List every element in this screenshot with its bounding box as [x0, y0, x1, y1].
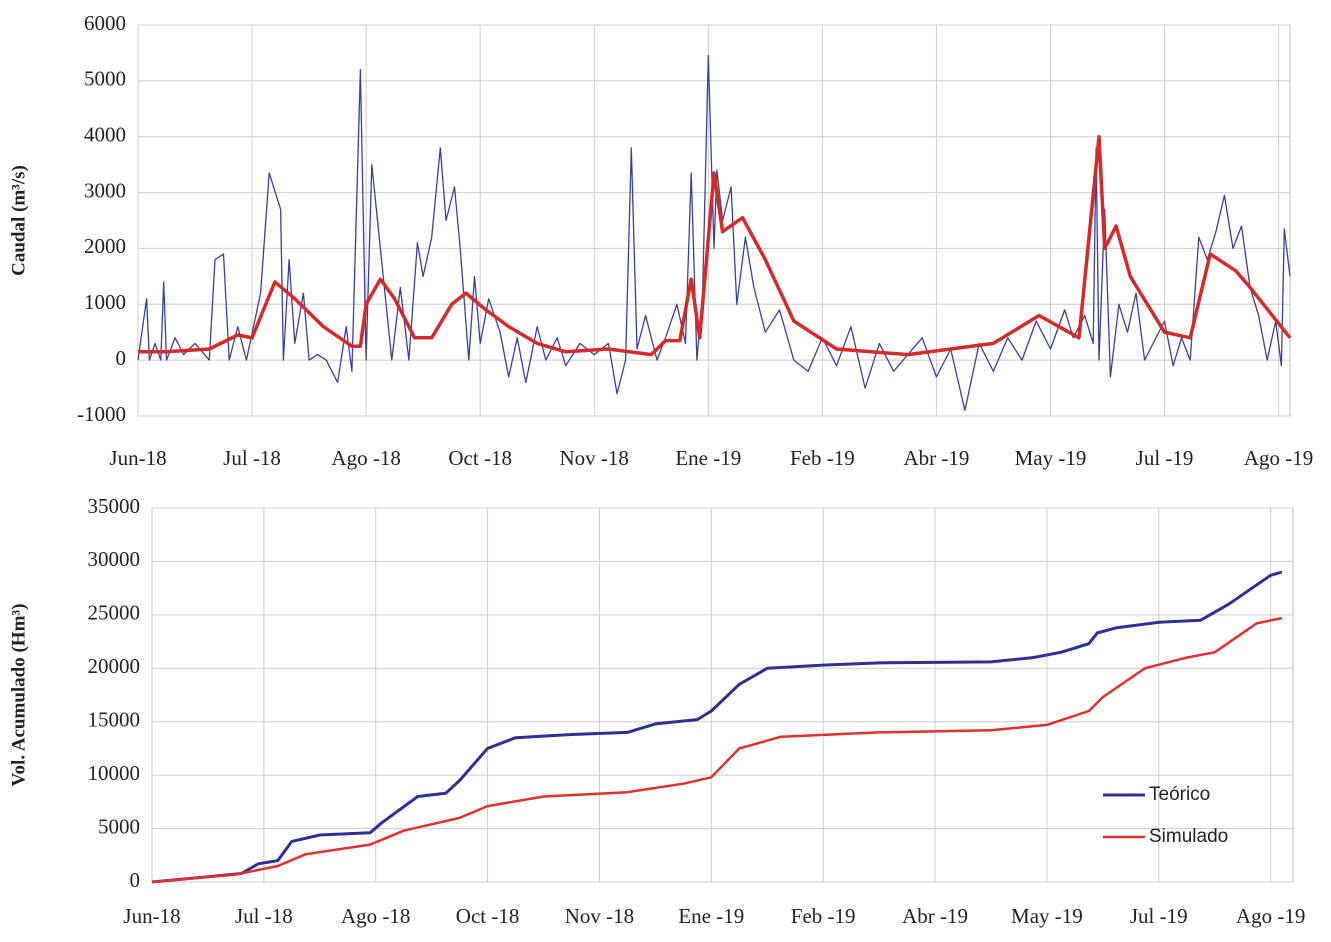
line — [137, 55, 1291, 412]
legend-label: Simulado — [1149, 826, 1228, 847]
x-tick-label: Nov -18 — [565, 904, 634, 928]
x-tick-label: May -19 — [1011, 904, 1083, 928]
line — [138, 134, 1292, 357]
y-tick-label: 0 — [130, 868, 141, 892]
y-tick-label: 4000 — [84, 123, 126, 147]
y-tick-label: 25000 — [88, 601, 141, 625]
y-axis-label: Vol. Acumulado (Hm³) — [8, 604, 29, 787]
y-tick-label: 30000 — [88, 547, 141, 571]
x-tick-label: Ago -18 — [331, 446, 400, 470]
y-tick-label: 5000 — [98, 814, 140, 838]
plot-area — [151, 507, 1294, 883]
x-tick-label: Ago -19 — [1244, 446, 1313, 470]
y-tick-label: 15000 — [88, 708, 141, 732]
x-tick-label: Oct -18 — [456, 904, 520, 928]
y-tick-label: 35000 — [88, 494, 141, 518]
x-tick-label: Abr -19 — [903, 446, 969, 470]
y-tick-label: 2000 — [84, 234, 126, 258]
y-axis-label: Caudal (m³/s) — [8, 165, 29, 276]
x-tick-label: Jun-18 — [123, 904, 180, 928]
y-tick-label: 1000 — [84, 290, 126, 314]
x-tick-label: Ago -18 — [341, 904, 410, 928]
y-tick-label: 5000 — [84, 67, 126, 91]
y-tick-label: -1000 — [77, 402, 126, 426]
y-tick-label: 0 — [116, 346, 127, 370]
y-tick-label: 10000 — [88, 761, 141, 785]
y-tick-label: 20000 — [88, 654, 141, 678]
x-tick-label: Feb -19 — [791, 904, 856, 928]
line — [151, 616, 1283, 884]
x-tick-label: Abr -19 — [902, 904, 968, 928]
x-tick-label: Ene -19 — [678, 904, 744, 928]
x-tick-label: Ene -19 — [675, 446, 741, 470]
line — [151, 570, 1283, 884]
x-tick-label: Jul -18 — [223, 446, 281, 470]
x-tick-label: May -19 — [1015, 446, 1087, 470]
x-tick-label: Oct -18 — [448, 446, 512, 470]
x-tick-label: Feb -19 — [790, 446, 855, 470]
y-tick-label: 6000 — [84, 11, 126, 35]
x-tick-label: Jul -19 — [1130, 904, 1188, 928]
x-tick-label: Jul -19 — [1136, 446, 1194, 470]
legend-label: Teórico — [1149, 784, 1210, 805]
x-tick-label: Jun-18 — [109, 446, 166, 470]
plot-area — [137, 24, 1291, 417]
x-tick-label: Ago -19 — [1236, 904, 1305, 928]
x-tick-label: Jul -18 — [235, 904, 293, 928]
y-tick-label: 3000 — [84, 178, 126, 202]
x-tick-label: Nov -18 — [560, 446, 629, 470]
